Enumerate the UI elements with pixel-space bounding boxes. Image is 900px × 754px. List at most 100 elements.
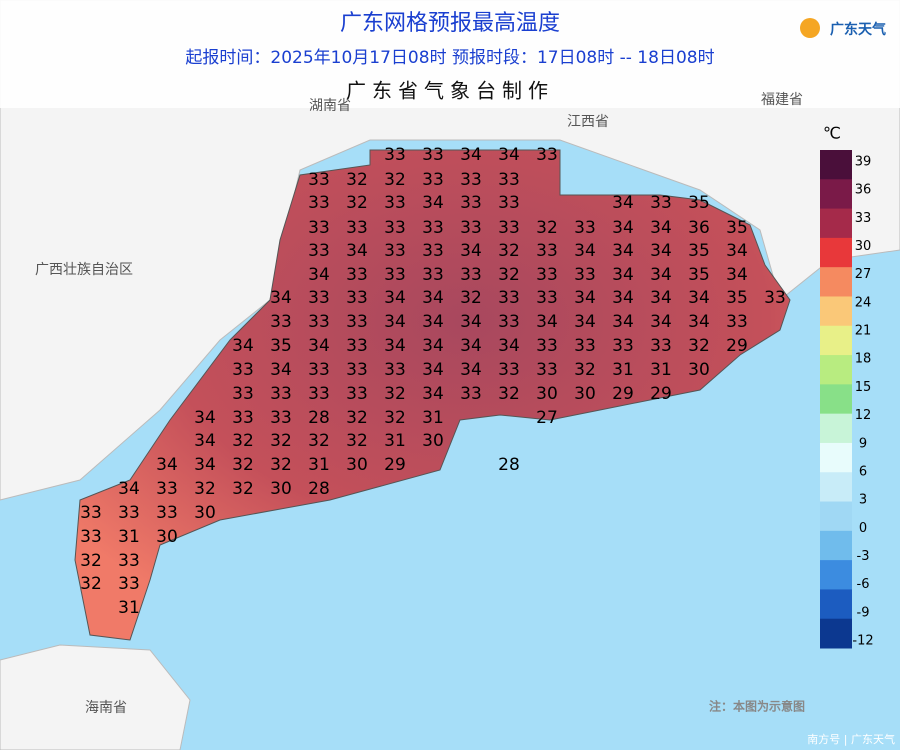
grid-value: 33: [308, 360, 330, 380]
grid-value: 32: [384, 170, 406, 190]
grid-value: 34: [650, 312, 672, 332]
grid-value: 33: [384, 265, 406, 285]
grid-value: 33: [574, 265, 596, 285]
legend-label: 33: [855, 211, 872, 226]
grid-value: 33: [346, 265, 368, 285]
grid-value: 32: [346, 431, 368, 451]
legend-swatch: [820, 208, 852, 239]
grid-value: 34: [650, 218, 672, 238]
grid-value: 33: [536, 288, 558, 308]
legend-label: -9: [857, 605, 870, 620]
hainan: [0, 644, 191, 751]
note: 注：本图为示意图: [709, 699, 805, 714]
legend-label: 3: [859, 493, 867, 508]
grid-value: 30: [156, 527, 178, 547]
legend-label: -12: [852, 634, 873, 649]
grid-value: 33: [498, 193, 520, 213]
grid-value: 33: [726, 312, 748, 332]
grid-value: 34: [726, 241, 748, 261]
grid-value: 30: [346, 455, 368, 475]
legend-swatch: [820, 501, 852, 532]
grid-value: 33: [232, 408, 254, 428]
grid-value: 33: [612, 336, 634, 356]
producer: 广东省气象台制作: [346, 79, 554, 103]
grid-value: 33: [498, 312, 520, 332]
grid-value: 33: [650, 193, 672, 213]
grid-value: 35: [726, 288, 748, 308]
legend-swatch: [820, 150, 852, 180]
grid-value: 32: [80, 574, 102, 594]
grid-value: 32: [194, 479, 216, 499]
grid-value: 32: [270, 431, 292, 451]
grid-value: 33: [422, 170, 444, 190]
grid-value: 33: [460, 193, 482, 213]
legend-label: 24: [855, 295, 872, 310]
grid-value: 34: [612, 241, 634, 261]
legend-label: 9: [859, 436, 867, 451]
watermark: 南方号 | 广东天气: [807, 732, 895, 746]
logo-icon: [800, 18, 820, 38]
grid-value: 32: [232, 455, 254, 475]
legend-swatch: [820, 618, 852, 649]
grid-value: 34: [118, 479, 140, 499]
grid-value: 33: [308, 218, 330, 238]
grid-value: 34: [384, 312, 406, 332]
grid-value: 34: [688, 288, 710, 308]
grid-value: 34: [460, 145, 482, 165]
legend-label: 21: [855, 324, 872, 339]
grid-value: 32: [308, 431, 330, 451]
grid-value: 33: [308, 384, 330, 404]
legend-label: 0: [859, 521, 867, 536]
title: 广东网格预报最高温度: [340, 11, 560, 36]
grid-value: 28: [498, 455, 520, 475]
grid-value: 33: [384, 145, 406, 165]
grid-value: 31: [612, 360, 634, 380]
legend-swatch: [820, 325, 852, 356]
legend-swatch: [820, 589, 852, 620]
grid-value: 34: [384, 288, 406, 308]
grid-value: 33: [156, 503, 178, 523]
logo: 广东天气: [830, 21, 886, 38]
grid-value: 33: [80, 503, 102, 523]
grid-value: 33: [346, 218, 368, 238]
grid-value: 33: [346, 312, 368, 332]
region-label: 广西壮族自治区: [35, 262, 133, 278]
grid-value: 34: [612, 265, 634, 285]
grid-value: 33: [422, 218, 444, 238]
legend-unit: ℃: [823, 124, 841, 143]
grid-value: 33: [536, 145, 558, 165]
grid-value: 33: [536, 336, 558, 356]
grid-value: 34: [194, 455, 216, 475]
legend-swatch: [820, 296, 852, 327]
grid-value: 31: [422, 408, 444, 428]
grid-value: 34: [194, 408, 216, 428]
grid-value: 34: [422, 312, 444, 332]
grid-value: 34: [650, 288, 672, 308]
grid-value: 34: [460, 241, 482, 261]
grid-value: 34: [612, 288, 634, 308]
grid-value: 34: [498, 336, 520, 356]
grid-value: 31: [118, 598, 140, 618]
grid-value: 32: [232, 479, 254, 499]
grid-value: 34: [308, 265, 330, 285]
grid-value: 33: [118, 551, 140, 571]
grid-value: 33: [270, 384, 292, 404]
grid-value: 32: [460, 288, 482, 308]
grid-value: 33: [80, 527, 102, 547]
grid-value: 34: [688, 312, 710, 332]
legend-label: 36: [855, 183, 872, 198]
region-label: 江西省: [567, 114, 609, 130]
grid-value: 32: [688, 336, 710, 356]
grid-value: 33: [346, 360, 368, 380]
grid-value: 32: [574, 360, 596, 380]
legend-label: -3: [857, 549, 870, 564]
grid-value: 30: [536, 384, 558, 404]
grid-value: 35: [726, 218, 748, 238]
grid-value: 30: [422, 431, 444, 451]
grid-value: 30: [270, 479, 292, 499]
region-label: 福建省: [761, 92, 803, 108]
grid-value: 32: [384, 408, 406, 428]
grid-value: 29: [726, 336, 748, 356]
grid-value: 31: [118, 527, 140, 547]
